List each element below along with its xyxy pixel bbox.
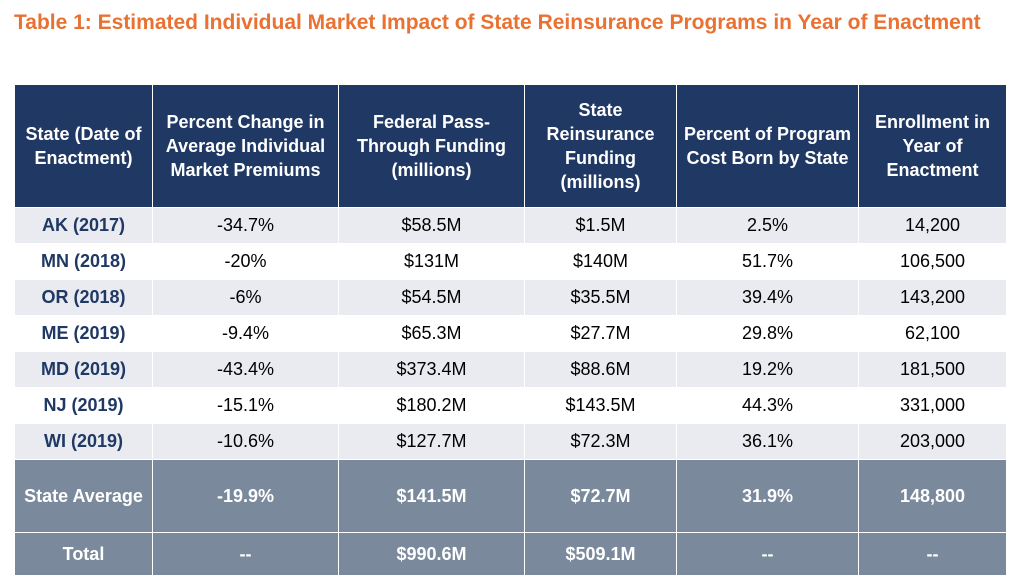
total-federal-funding-cell: $990.6M: [338, 532, 525, 576]
state-cell: WI (2019): [14, 423, 153, 460]
enrollment-cell: 203,000: [858, 423, 1007, 460]
enrollment-cell: 143,200: [858, 279, 1007, 316]
average-federal-funding-cell: $141.5M: [338, 459, 525, 533]
state-cell: AK (2017): [14, 207, 153, 244]
state-cell: OR (2018): [14, 279, 153, 316]
percent-cost-cell: 39.4%: [676, 279, 859, 316]
state-cell: MN (2018): [14, 243, 153, 280]
state-funding-cell: $72.3M: [524, 423, 677, 460]
federal-funding-cell: $180.2M: [338, 387, 525, 424]
percent-cost-cell: 2.5%: [676, 207, 859, 244]
total-state-funding-cell: $509.1M: [524, 532, 677, 576]
average-state-funding-cell: $72.7M: [524, 459, 677, 533]
premium-change-cell: -6%: [152, 279, 339, 316]
table-row: MN (2018) -20% $131M $140M 51.7% 106,500: [14, 243, 1007, 280]
state-cell: ME (2019): [14, 315, 153, 352]
enrollment-cell: 331,000: [858, 387, 1007, 424]
state-funding-cell: $88.6M: [524, 351, 677, 388]
enrollment-cell: 106,500: [858, 243, 1007, 280]
premium-change-cell: -15.1%: [152, 387, 339, 424]
percent-cost-cell: 44.3%: [676, 387, 859, 424]
percent-cost-cell: 36.1%: [676, 423, 859, 460]
table-row: AK (2017) -34.7% $58.5M $1.5M 2.5% 14,20…: [14, 207, 1007, 244]
premium-change-cell: -20%: [152, 243, 339, 280]
federal-funding-cell: $131M: [338, 243, 525, 280]
total-percent-cost-cell: --: [676, 532, 859, 576]
state-funding-cell: $1.5M: [524, 207, 677, 244]
header-row: State (Date of Enactment) Percent Change…: [14, 84, 1007, 208]
federal-funding-cell: $373.4M: [338, 351, 525, 388]
table-title: Table 1: Estimated Individual Market Imp…: [14, 11, 981, 34]
average-enrollment-cell: 148,800: [858, 459, 1007, 533]
federal-funding-cell: $65.3M: [338, 315, 525, 352]
column-header-federal-funding: Federal Pass-Through Funding (millions): [338, 84, 525, 208]
percent-cost-cell: 29.8%: [676, 315, 859, 352]
column-header-percent-cost-state: Percent of Program Cost Born by State: [676, 84, 859, 208]
premium-change-cell: -9.4%: [152, 315, 339, 352]
column-header-premium-change: Percent Change in Average Individual Mar…: [152, 84, 339, 208]
average-row: State Average -19.9% $141.5M $72.7M 31.9…: [14, 459, 1007, 533]
table-row: OR (2018) -6% $54.5M $35.5M 39.4% 143,20…: [14, 279, 1007, 316]
column-header-state: State (Date of Enactment): [14, 84, 153, 208]
state-funding-cell: $35.5M: [524, 279, 677, 316]
table-row: MD (2019) -43.4% $373.4M $88.6M 19.2% 18…: [14, 351, 1007, 388]
average-premium-change-cell: -19.9%: [152, 459, 339, 533]
enrollment-cell: 14,200: [858, 207, 1007, 244]
percent-cost-cell: 19.2%: [676, 351, 859, 388]
state-cell: MD (2019): [14, 351, 153, 388]
enrollment-cell: 181,500: [858, 351, 1007, 388]
premium-change-cell: -10.6%: [152, 423, 339, 460]
percent-cost-cell: 51.7%: [676, 243, 859, 280]
average-label-cell: State Average: [14, 459, 153, 533]
federal-funding-cell: $54.5M: [338, 279, 525, 316]
total-premium-change-cell: --: [152, 532, 339, 576]
table-row: NJ (2019) -15.1% $180.2M $143.5M 44.3% 3…: [14, 387, 1007, 424]
table-row: WI (2019) -10.6% $127.7M $72.3M 36.1% 20…: [14, 423, 1007, 460]
state-funding-cell: $27.7M: [524, 315, 677, 352]
federal-funding-cell: $58.5M: [338, 207, 525, 244]
state-cell: NJ (2019): [14, 387, 153, 424]
table-row: ME (2019) -9.4% $65.3M $27.7M 29.8% 62,1…: [14, 315, 1007, 352]
average-percent-cost-cell: 31.9%: [676, 459, 859, 533]
reinsurance-table: State (Date of Enactment) Percent Change…: [14, 84, 1007, 576]
column-header-state-funding: State Reinsurance Funding (millions): [524, 84, 677, 208]
total-row: Total -- $990.6M $509.1M -- --: [14, 532, 1007, 576]
premium-change-cell: -43.4%: [152, 351, 339, 388]
enrollment-cell: 62,100: [858, 315, 1007, 352]
premium-change-cell: -34.7%: [152, 207, 339, 244]
column-header-enrollment: Enrollment in Year of Enactment: [858, 84, 1007, 208]
state-funding-cell: $143.5M: [524, 387, 677, 424]
total-label-cell: Total: [14, 532, 153, 576]
state-funding-cell: $140M: [524, 243, 677, 280]
federal-funding-cell: $127.7M: [338, 423, 525, 460]
total-enrollment-cell: --: [858, 532, 1007, 576]
